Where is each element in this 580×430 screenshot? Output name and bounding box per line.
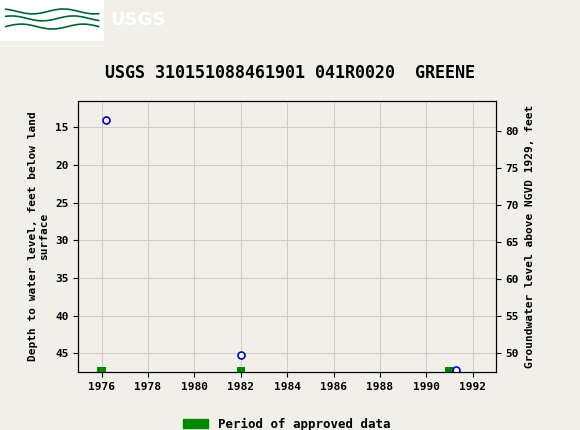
Text: USGS 310151088461901 041R0020  GREENE: USGS 310151088461901 041R0020 GREENE [105,64,475,82]
Bar [445,367,454,372]
Bar [0,0,104,41]
Y-axis label: Groundwater level above NGVD 1929, feet: Groundwater level above NGVD 1929, feet [525,105,535,368]
Text: USGS: USGS [110,12,165,29]
Bar [237,367,245,372]
Y-axis label: Depth to water level, feet below land
surface: Depth to water level, feet below land su… [28,112,49,361]
Bar [97,367,106,372]
Legend: Period of approved data: Period of approved data [179,413,396,430]
